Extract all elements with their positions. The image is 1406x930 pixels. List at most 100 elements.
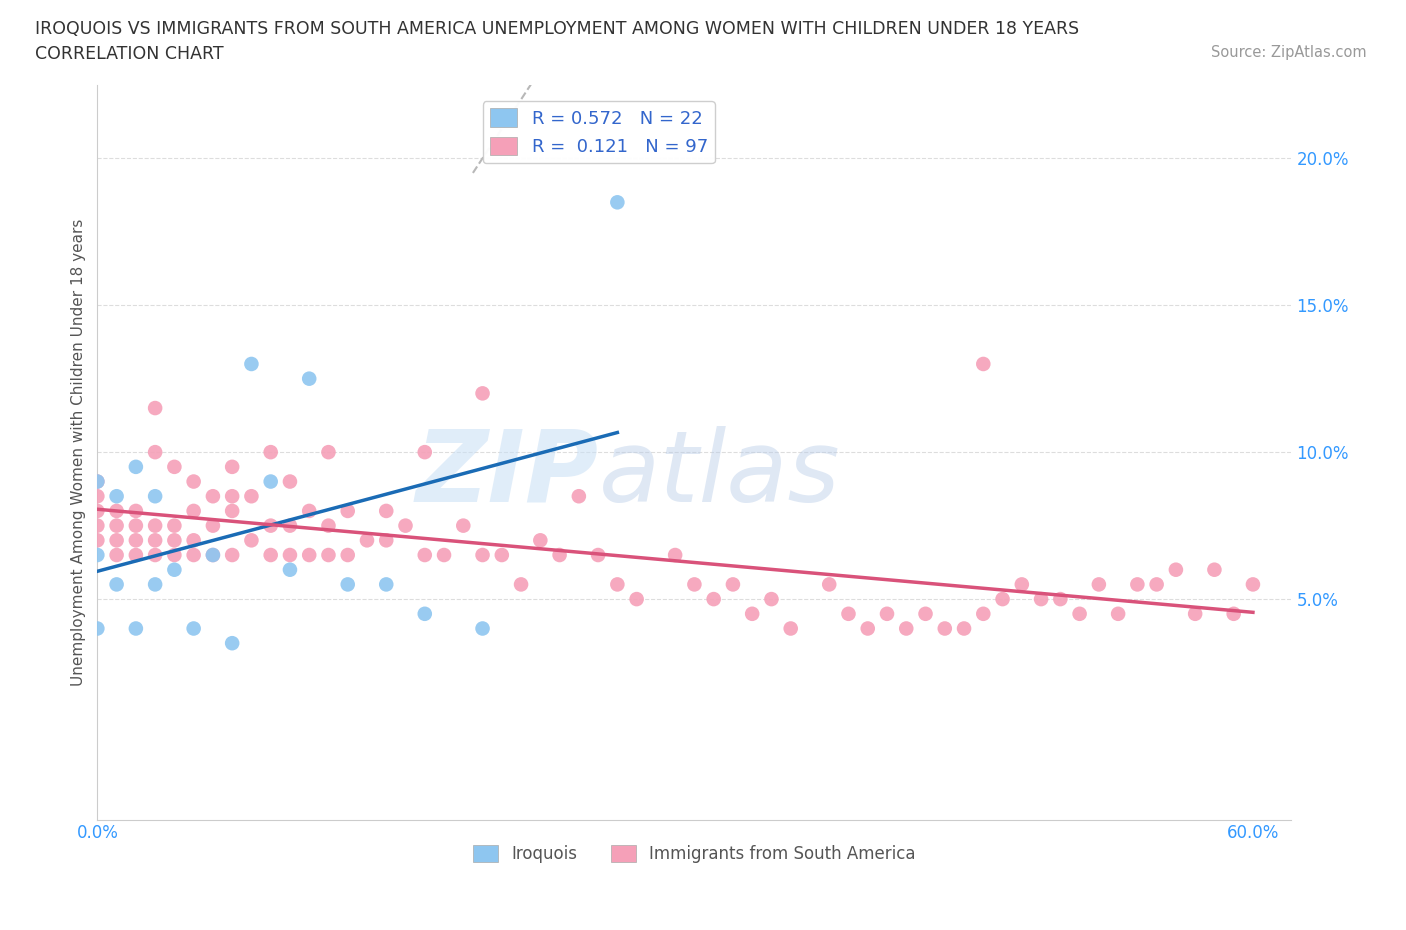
Point bbox=[105, 548, 128, 563]
Point bbox=[761, 591, 783, 606]
Point bbox=[336, 503, 359, 518]
Text: CORRELATION CHART: CORRELATION CHART bbox=[35, 45, 224, 62]
Point bbox=[240, 533, 263, 548]
Point bbox=[336, 548, 359, 563]
Point bbox=[548, 548, 571, 563]
Point bbox=[413, 445, 436, 459]
Point bbox=[453, 518, 475, 533]
Point bbox=[105, 533, 128, 548]
Point bbox=[1126, 577, 1149, 591]
Point bbox=[201, 489, 224, 504]
Point bbox=[125, 503, 148, 518]
Point bbox=[1069, 606, 1091, 621]
Point bbox=[125, 459, 148, 474]
Y-axis label: Unemployment Among Women with Children Under 18 years: Unemployment Among Women with Children U… bbox=[72, 219, 86, 685]
Point bbox=[413, 548, 436, 563]
Point bbox=[221, 636, 243, 651]
Point bbox=[491, 548, 513, 563]
Point bbox=[163, 518, 186, 533]
Point bbox=[394, 518, 416, 533]
Point bbox=[471, 548, 494, 563]
Point bbox=[375, 503, 398, 518]
Point bbox=[105, 503, 128, 518]
Point bbox=[529, 533, 551, 548]
Point bbox=[201, 548, 224, 563]
Point bbox=[375, 533, 398, 548]
Point bbox=[1107, 606, 1129, 621]
Point bbox=[413, 606, 436, 621]
Point bbox=[183, 621, 205, 636]
Point bbox=[586, 548, 609, 563]
Point bbox=[221, 489, 243, 504]
Point bbox=[972, 356, 994, 371]
Point bbox=[221, 548, 243, 563]
Point bbox=[260, 474, 283, 489]
Point bbox=[143, 577, 166, 591]
Point bbox=[86, 548, 108, 563]
Text: atlas: atlas bbox=[599, 426, 841, 523]
Point bbox=[240, 356, 263, 371]
Point bbox=[1088, 577, 1111, 591]
Point bbox=[125, 518, 148, 533]
Point bbox=[318, 518, 340, 533]
Point bbox=[163, 533, 186, 548]
Point bbox=[991, 591, 1014, 606]
Point bbox=[86, 503, 108, 518]
Point bbox=[260, 548, 283, 563]
Point bbox=[471, 386, 494, 401]
Point bbox=[143, 533, 166, 548]
Point bbox=[201, 518, 224, 533]
Point bbox=[86, 474, 108, 489]
Point bbox=[143, 489, 166, 504]
Point bbox=[837, 606, 859, 621]
Point bbox=[818, 577, 841, 591]
Point bbox=[240, 489, 263, 504]
Point bbox=[318, 548, 340, 563]
Point bbox=[183, 533, 205, 548]
Point bbox=[433, 548, 456, 563]
Point bbox=[1049, 591, 1071, 606]
Point bbox=[471, 621, 494, 636]
Point bbox=[163, 548, 186, 563]
Point bbox=[510, 577, 533, 591]
Point bbox=[183, 548, 205, 563]
Point bbox=[953, 621, 976, 636]
Point bbox=[856, 621, 879, 636]
Point bbox=[125, 621, 148, 636]
Point bbox=[260, 445, 283, 459]
Point bbox=[1146, 577, 1168, 591]
Point bbox=[721, 577, 744, 591]
Point bbox=[934, 621, 956, 636]
Point bbox=[143, 445, 166, 459]
Point bbox=[606, 577, 628, 591]
Point bbox=[183, 474, 205, 489]
Point bbox=[125, 533, 148, 548]
Text: ZIP: ZIP bbox=[416, 426, 599, 523]
Point bbox=[105, 489, 128, 504]
Point bbox=[1241, 577, 1264, 591]
Point bbox=[278, 518, 301, 533]
Point bbox=[375, 577, 398, 591]
Point bbox=[278, 474, 301, 489]
Legend: Iroquois, Immigrants from South America: Iroquois, Immigrants from South America bbox=[467, 839, 922, 870]
Point bbox=[163, 459, 186, 474]
Point bbox=[278, 548, 301, 563]
Point bbox=[298, 371, 321, 386]
Point bbox=[896, 621, 918, 636]
Point bbox=[606, 195, 628, 210]
Point bbox=[664, 548, 686, 563]
Point bbox=[86, 474, 108, 489]
Point bbox=[105, 518, 128, 533]
Point bbox=[278, 563, 301, 578]
Point bbox=[143, 401, 166, 416]
Point bbox=[1164, 563, 1187, 578]
Point bbox=[221, 503, 243, 518]
Point bbox=[1222, 606, 1244, 621]
Point bbox=[105, 577, 128, 591]
Point bbox=[221, 459, 243, 474]
Point bbox=[298, 503, 321, 518]
Point bbox=[260, 518, 283, 533]
Point bbox=[1011, 577, 1033, 591]
Point bbox=[741, 606, 763, 621]
Point bbox=[1184, 606, 1206, 621]
